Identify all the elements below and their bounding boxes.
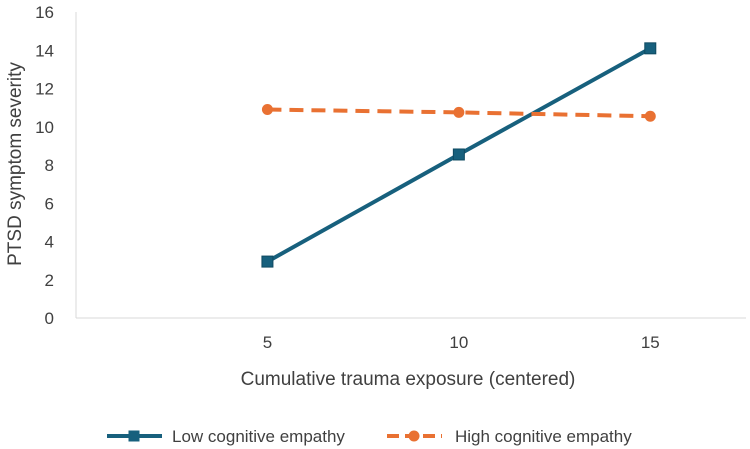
y-tick-label: 8 xyxy=(45,156,54,175)
legend: Low cognitive empathy High cognitive empa… xyxy=(107,427,632,446)
y-tick-label: 14 xyxy=(35,41,54,60)
y-axis-label: PTSD symptom severity xyxy=(5,62,26,266)
legend-label: Low cognitive empathy xyxy=(172,427,345,446)
y-tick-label: 10 xyxy=(35,118,54,137)
data-point-square xyxy=(644,42,657,55)
data-point-circle xyxy=(644,110,656,122)
y-tick-label: 6 xyxy=(45,194,54,213)
data-point-circle xyxy=(261,104,273,116)
x-tick-label: 5 xyxy=(263,333,272,352)
series-layer xyxy=(261,42,657,268)
legend-label: High cognitive empathy xyxy=(455,427,632,446)
series-line-2 xyxy=(267,107,651,119)
y-tick-label: 0 xyxy=(45,309,54,328)
legend-marker-circle xyxy=(408,430,420,442)
x-tick-label: 10 xyxy=(449,333,468,352)
legend-marker-square xyxy=(128,430,140,442)
y-tick-label: 4 xyxy=(45,233,54,252)
y-tick-label: 12 xyxy=(35,80,54,99)
data-point-square xyxy=(261,255,274,268)
y-tick-label: 2 xyxy=(45,271,54,290)
y-tick-label: 16 xyxy=(35,3,54,22)
x-axis-ticks: 5 10 15 xyxy=(263,333,660,352)
data-point-square xyxy=(452,148,465,161)
y-axis-ticks: 0 2 4 6 8 10 12 14 16 xyxy=(35,3,54,328)
x-tick-label: 15 xyxy=(641,333,660,352)
data-point-circle xyxy=(453,106,465,118)
x-axis-label: Cumulative trauma exposure (centered) xyxy=(241,369,576,390)
